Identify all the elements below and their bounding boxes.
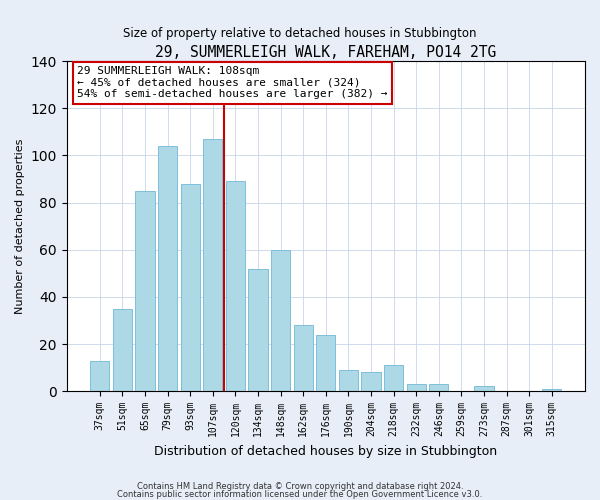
Bar <box>181 184 200 391</box>
Y-axis label: Number of detached properties: Number of detached properties <box>15 138 25 314</box>
Text: Contains HM Land Registry data © Crown copyright and database right 2024.: Contains HM Land Registry data © Crown c… <box>137 482 463 491</box>
Bar <box>475 386 494 391</box>
Bar <box>113 308 132 391</box>
Bar <box>203 139 223 391</box>
Bar <box>384 366 403 391</box>
Bar <box>407 384 426 391</box>
Bar <box>248 268 268 391</box>
Bar <box>429 384 448 391</box>
Text: Size of property relative to detached houses in Stubbington: Size of property relative to detached ho… <box>123 28 477 40</box>
Title: 29, SUMMERLEIGH WALK, FAREHAM, PO14 2TG: 29, SUMMERLEIGH WALK, FAREHAM, PO14 2TG <box>155 45 496 60</box>
Bar <box>542 389 562 391</box>
Bar <box>271 250 290 391</box>
Bar <box>361 372 380 391</box>
X-axis label: Distribution of detached houses by size in Stubbington: Distribution of detached houses by size … <box>154 444 497 458</box>
Text: 29 SUMMERLEIGH WALK: 108sqm
← 45% of detached houses are smaller (324)
54% of se: 29 SUMMERLEIGH WALK: 108sqm ← 45% of det… <box>77 66 388 100</box>
Text: Contains public sector information licensed under the Open Government Licence v3: Contains public sector information licen… <box>118 490 482 499</box>
Bar <box>90 360 109 391</box>
Bar <box>316 334 335 391</box>
Bar <box>158 146 177 391</box>
Bar <box>136 191 155 391</box>
Bar <box>339 370 358 391</box>
Bar <box>226 182 245 391</box>
Bar <box>293 325 313 391</box>
